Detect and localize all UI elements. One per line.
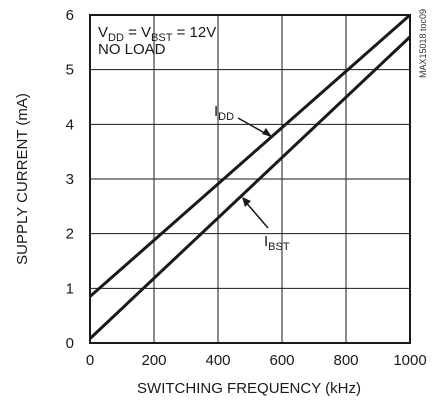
x-tick-label: 600 [269, 352, 294, 369]
ibst-label: IBST [264, 233, 290, 253]
x-tick-label: 800 [333, 352, 358, 369]
y-tick-label: 0 [66, 335, 74, 352]
figure-id-watermark: MAX15018 toc09 [418, 9, 428, 78]
x-tick-label: 400 [205, 352, 230, 369]
label-text: = 12V [172, 24, 216, 41]
idd-label: IDD [214, 103, 234, 123]
ibst-pointer-line [243, 199, 269, 229]
x-tick-label: 1000 [393, 352, 426, 369]
label-text: = V [124, 24, 151, 41]
idd-arrowhead [262, 128, 272, 137]
no-load-label: NO LOAD [98, 41, 166, 58]
series-line-idd [89, 13, 411, 298]
series-layer [88, 13, 412, 340]
ibst-arrowhead [242, 197, 251, 207]
subscript-text: DD [218, 111, 234, 123]
y-tick-label: 4 [66, 116, 74, 133]
x-tick-label: 200 [141, 352, 166, 369]
label-text: V [98, 24, 108, 41]
y-tick-label: 1 [66, 280, 74, 297]
x-axis-title: SWITCHING FREQUENCY (kHz) [137, 380, 361, 397]
subscript-text: BST [151, 32, 173, 44]
axis-layer: 0 200 400 600 800 1000 0 1 2 3 4 5 6 [66, 7, 427, 369]
y-tick-label: 3 [66, 171, 74, 188]
y-tick-label: 6 [66, 7, 74, 24]
label-text: I [264, 233, 268, 250]
label-text: I [214, 103, 218, 120]
subscript-text: DD [108, 32, 124, 44]
subscript-text: BST [268, 241, 290, 253]
plot-frame [89, 14, 411, 344]
y-axis-title: SUPPLY CURRENT (mA) [14, 93, 31, 265]
x-tick-label: 0 [86, 352, 94, 369]
series-line-ibst [88, 35, 412, 340]
y-tick-label: 5 [66, 62, 74, 79]
y-tick-label: 2 [66, 226, 74, 243]
condition-label: VDD = VBST = 12V [98, 24, 216, 44]
